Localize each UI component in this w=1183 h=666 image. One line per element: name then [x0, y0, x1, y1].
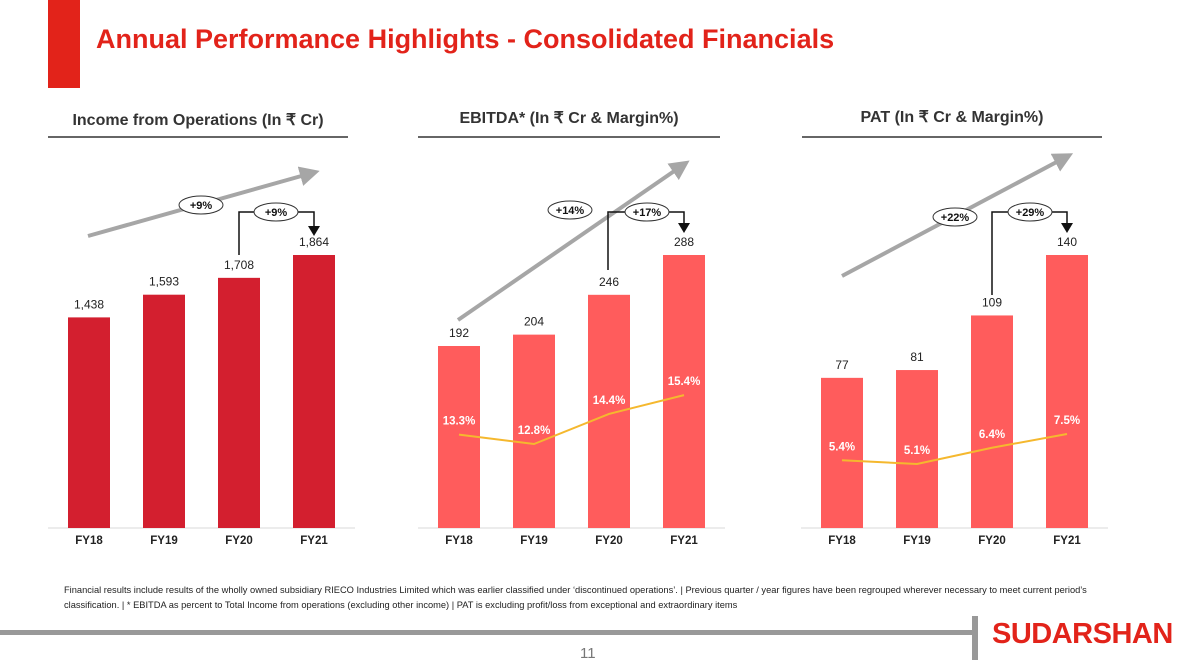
margin-label: 6.4%: [979, 429, 1005, 441]
bar-fy18: [68, 317, 110, 528]
x-tick-label: FY21: [1053, 535, 1081, 547]
footer-divider-end: [972, 616, 978, 660]
sudarshan-logo: SUDARSHAN: [992, 618, 1173, 650]
cagr-label: +14%: [556, 205, 585, 217]
bar-fy18: [821, 377, 863, 528]
page-title: Annual Performance Highlights - Consolid…: [96, 24, 835, 54]
yoy-label: +9%: [265, 207, 288, 219]
x-tick-label: FY20: [978, 535, 1006, 547]
page-number: 11: [580, 645, 596, 662]
x-tick-label: FY21: [300, 535, 328, 547]
margin-label: 15.4%: [668, 376, 701, 388]
yoy-label: +29%: [1016, 207, 1045, 219]
margin-label: 5.1%: [904, 445, 930, 457]
bar-fy19: [896, 370, 938, 528]
margin-label: 7.5%: [1054, 415, 1080, 427]
value-label: 1,708: [224, 258, 254, 272]
header-accent-block: [48, 0, 80, 88]
bar-fy19: [513, 334, 555, 528]
chart-title-income: Income from Operations (In ₹ Cr): [72, 112, 324, 129]
yoy-badge: [1007, 202, 1053, 222]
value-label: 81: [910, 350, 924, 364]
x-tick-label: FY19: [150, 535, 178, 547]
margin-label: 12.8%: [518, 425, 551, 437]
value-label: 204: [524, 315, 544, 329]
trend-arrow: [456, 160, 690, 322]
margin-label: 13.3%: [443, 416, 476, 428]
bar-fy21: [663, 255, 705, 528]
bar-fy21: [293, 255, 335, 528]
margin-line: [841, 433, 1068, 466]
arrow-down-icon: [308, 226, 320, 236]
cagr-badge: [932, 207, 978, 227]
yoy-badge: [253, 202, 299, 222]
chart-title-ebitda: EBITDA* (In ₹ Cr & Margin%): [459, 110, 679, 127]
margin-line: [458, 394, 685, 446]
bar-fy20: [971, 315, 1013, 528]
cagr-label: +22%: [941, 212, 970, 224]
value-label: 1,593: [149, 275, 179, 289]
value-label: 1,864: [299, 235, 329, 249]
cagr-badge: [547, 200, 593, 220]
cagr-label: +9%: [190, 200, 213, 212]
value-label: 140: [1057, 235, 1077, 249]
value-label: 77: [835, 358, 849, 372]
x-tick-label: FY18: [75, 535, 103, 547]
x-tick-label: FY19: [520, 535, 548, 547]
arrow-down-icon: [678, 223, 690, 233]
yoy-badge: [624, 202, 670, 222]
title-underline: [418, 136, 720, 138]
value-label: 246: [599, 275, 619, 289]
x-tick-label: FY20: [595, 535, 623, 547]
margin-label: 5.4%: [829, 441, 855, 453]
x-tick-label: FY21: [670, 535, 698, 547]
x-tick-label: FY19: [903, 535, 931, 547]
chart-title-pat: PAT (In ₹ Cr & Margin%): [860, 109, 1044, 126]
arrow-down-icon: [1061, 223, 1073, 233]
value-label: 109: [982, 295, 1002, 309]
margin-label: 14.4%: [593, 395, 626, 407]
x-tick-label: FY18: [828, 535, 856, 547]
x-tick-label: FY20: [225, 535, 253, 547]
bar-fy20: [218, 277, 260, 528]
yoy-label: +17%: [633, 207, 662, 219]
value-label: 192: [449, 326, 469, 340]
bar-fy20: [588, 294, 630, 528]
footnote: Financial results include results of the…: [64, 585, 1087, 610]
title-underline: [48, 136, 348, 138]
cagr-badge: [178, 195, 224, 215]
title-underline: [802, 136, 1102, 138]
bar-fy21: [1046, 255, 1088, 528]
value-label: 288: [674, 235, 694, 249]
bar-fy19: [143, 294, 185, 528]
footer-divider: [0, 630, 975, 635]
x-tick-label: FY18: [445, 535, 473, 547]
value-label: 1,438: [74, 297, 104, 311]
